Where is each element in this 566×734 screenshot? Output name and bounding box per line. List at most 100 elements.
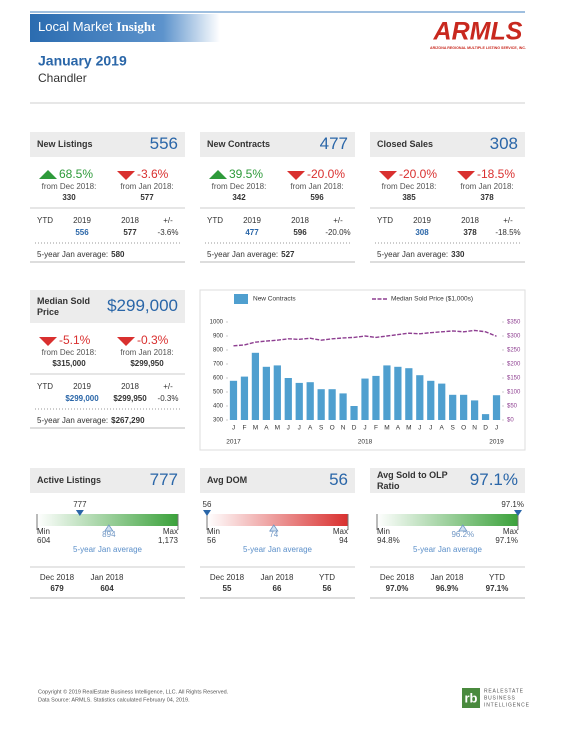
ytd-value: -18.5% (495, 228, 520, 237)
change-pct: -20.0% (399, 167, 437, 181)
data-source: Data Source: ARMLS. Statistics calculate… (38, 697, 190, 703)
average-marker (458, 524, 468, 532)
year-label: 2017 (226, 439, 241, 446)
y-tick-label: 600 (213, 376, 224, 382)
x-tick-label: N (341, 425, 346, 432)
average-value: 330 (451, 250, 465, 259)
arrow-down (287, 171, 305, 180)
bar (470, 400, 479, 420)
average-value: 527 (281, 250, 295, 259)
logo-subtitle: ARIZONA REGIONAL MULTIPLE LISTING SERVIC… (430, 46, 526, 50)
min-value: 604 (37, 536, 51, 545)
average-label: 5-year Jan average (243, 545, 312, 554)
change-base: 596 (310, 193, 324, 202)
title-bold: Insight (116, 19, 156, 34)
average-marker (269, 524, 279, 532)
area: Chandler (38, 71, 87, 85)
change-from: from Jan 2018: (120, 182, 173, 191)
ytd-value: $299,000 (65, 394, 99, 403)
ytd-value: $299,950 (113, 394, 147, 403)
ytd-header: 2018 (121, 216, 139, 225)
history-value: 55 (223, 584, 232, 593)
x-tick-label: J (298, 425, 301, 432)
arrow-up (209, 170, 227, 179)
y-tick-label: 300 (213, 418, 224, 424)
bar (492, 395, 501, 420)
x-tick-label: J (232, 425, 235, 432)
change-base: 378 (480, 193, 494, 202)
history-header: Dec 2018 (380, 573, 415, 582)
min-value: 94.8% (377, 536, 400, 545)
gauge-marker (75, 510, 84, 516)
ytd-header: +/- (503, 216, 513, 225)
bar (481, 414, 490, 420)
x-tick-label: A (308, 425, 313, 432)
arrow-down (117, 171, 135, 180)
gauge-bar (207, 514, 348, 526)
card-header (370, 132, 525, 157)
card-title-box: Closed Sales (377, 139, 433, 149)
average-value: 96.2% (451, 530, 474, 539)
y-tick-label: 900 (213, 334, 224, 340)
y-tick-label: 1000 (210, 320, 224, 326)
card-title: Avg Sold to OLP Ratio (377, 469, 448, 491)
gauge-bar (37, 514, 178, 526)
min-label: Min (377, 527, 390, 536)
change-from: from Jan 2018: (120, 348, 173, 357)
chart-frame (199, 289, 526, 451)
legend-label: New Contracts (253, 296, 296, 303)
card-header (30, 132, 185, 157)
x-tick-label: O (330, 425, 335, 432)
card-value: 477 (320, 134, 348, 153)
logo: ARMLS (433, 18, 523, 46)
gauge-marker (514, 510, 522, 516)
footer-logo-text: INTELLIGENCE (484, 702, 530, 708)
bar (284, 378, 292, 420)
ytd-value: 577 (123, 228, 137, 237)
card-title-box: Avg DOM (207, 475, 247, 485)
change-from: from Jan 2018: (460, 182, 513, 191)
card-title: Median Sold Price (37, 295, 91, 317)
gauge-marker (203, 510, 211, 516)
change-from: from Dec 2018: (42, 182, 97, 191)
card-value: 556 (150, 134, 178, 153)
average-line: 5-year Jan average: 580 (37, 250, 125, 259)
average-value: 580 (111, 250, 125, 259)
change-from: from Dec 2018: (382, 182, 437, 191)
legend-label: Median Sold Price ($1,000s) (391, 296, 473, 303)
max-value: 1,173 (158, 536, 179, 545)
history-header: Dec 2018 (210, 573, 245, 582)
arrow-down (379, 171, 397, 180)
ytd-value: 596 (293, 228, 307, 237)
bar (383, 365, 391, 420)
x-tick-label: A (396, 425, 401, 432)
min-label: Min (37, 527, 50, 536)
ytd-header: +/- (163, 382, 173, 391)
history-value: 97.1% (486, 584, 509, 593)
ytd-header: 2018 (121, 382, 139, 391)
card-title-box: Active Listings (37, 475, 101, 485)
history-header: Jan 2018 (261, 573, 294, 582)
header-title: Local Market Insight (38, 19, 156, 34)
change-from: from Jan 2018: (290, 182, 343, 191)
footer-logo-mark: rb (465, 690, 478, 705)
card-header (30, 290, 185, 323)
ytd-value: 308 (415, 228, 429, 237)
average-value: $267,290 (111, 416, 145, 425)
change-base: 385 (402, 193, 416, 202)
ytd-value: 378 (463, 228, 477, 237)
footer-logo-text: BUSINESS (484, 695, 516, 701)
max-value: 97.1% (495, 536, 518, 545)
ytd-value: -3.6% (158, 228, 179, 237)
y2-tick-label: $200 (507, 362, 521, 368)
line (233, 329, 497, 347)
card-title-box: New Contracts (207, 139, 270, 149)
history-value: 66 (273, 584, 282, 593)
bar (328, 389, 336, 420)
gauge-bar (377, 514, 518, 526)
period: January 2019 (38, 53, 127, 69)
bar (350, 406, 358, 420)
y-tick-label: 500 (213, 390, 224, 396)
card-title-box: Avg Sold to OLP Ratio (377, 469, 448, 491)
